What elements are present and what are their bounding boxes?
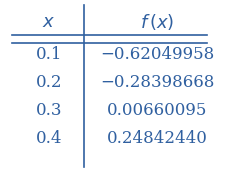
Text: −0.62049958: −0.62049958 [100,46,214,63]
Text: $x$: $x$ [42,13,56,31]
Text: 0.24842440: 0.24842440 [107,130,207,147]
Text: 0.2: 0.2 [36,74,62,91]
Text: 0.4: 0.4 [36,130,62,147]
Text: $f\,(x)$: $f\,(x)$ [140,12,174,32]
Text: −0.28398668: −0.28398668 [100,74,214,91]
Text: 0.3: 0.3 [36,102,62,119]
Text: 0.1: 0.1 [36,46,62,63]
Text: 0.00660095: 0.00660095 [107,102,207,119]
